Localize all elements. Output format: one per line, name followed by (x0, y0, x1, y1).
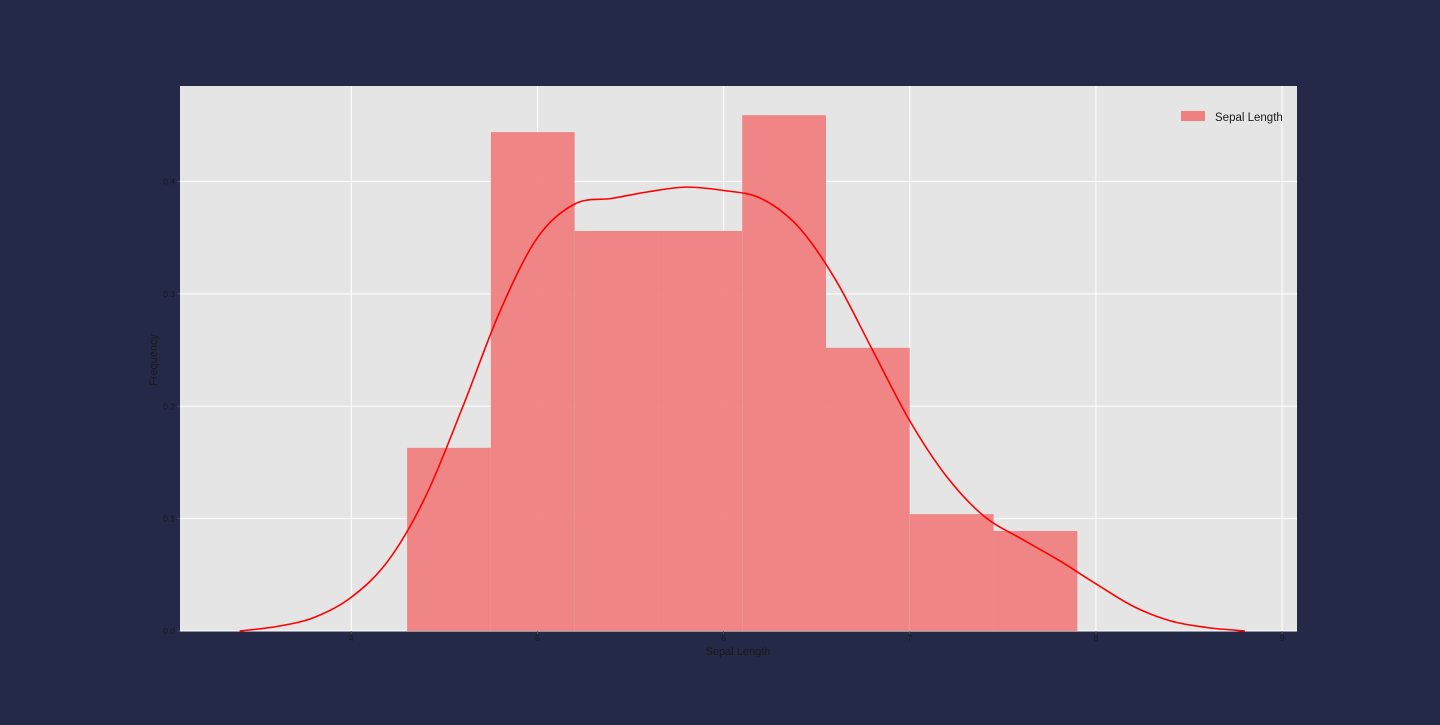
legend: Sepal Length (1181, 111, 1283, 124)
y-tick-label: 0.2 (163, 401, 175, 411)
x-axis-label: Sepal Length (706, 646, 771, 658)
y-axis-label: Frequency (148, 334, 160, 386)
legend-label: Sepal Length (1215, 112, 1283, 124)
x-tick-label: 6 (721, 633, 726, 643)
legend-swatch (1181, 111, 1205, 121)
y-tick-label: 0.1 (163, 514, 175, 524)
x-tick-label: 4 (349, 633, 354, 643)
x-tick-label: 5 (535, 633, 540, 643)
y-tick-label: 0.0 (163, 626, 175, 636)
y-tick-label: 0.4 (163, 177, 175, 187)
histogram-bar (658, 230, 743, 632)
histogram-bar (490, 132, 575, 632)
y-tick-label: 0.3 (163, 289, 175, 299)
histogram-bars (407, 115, 1078, 632)
kde-line (239, 186, 1245, 632)
x-tick-label: 7 (907, 633, 912, 643)
x-tick-label: 9 (1280, 633, 1285, 643)
histogram-bar (825, 347, 910, 631)
x-tick-label: 8 (1094, 633, 1099, 643)
x-axis-ticks: 4 5 6 7 8 9 (349, 631, 1285, 643)
y-axis-ticks: 0.0 0.1 0.2 0.3 0.4 (163, 177, 180, 636)
histogram-bar (574, 230, 659, 632)
histogram-bar (742, 115, 826, 631)
histogram-bar (407, 447, 491, 631)
histogram-bar (909, 514, 994, 631)
